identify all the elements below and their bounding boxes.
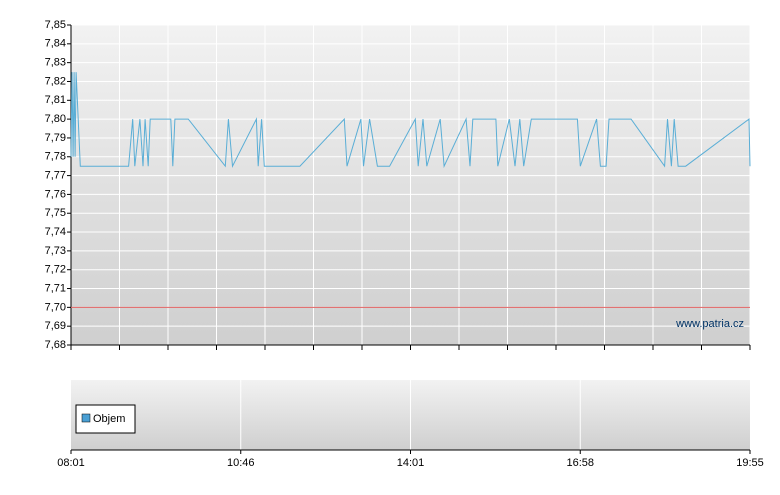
x-tick-label: 08:01: [57, 457, 85, 469]
y-tick-label: 7,70: [45, 301, 66, 313]
y-tick-label: 7,68: [45, 339, 66, 351]
y-tick-label: 7,78: [45, 151, 66, 163]
y-tick-label: 7,75: [45, 207, 66, 219]
x-tick-label: 14:01: [397, 457, 425, 469]
y-tick-label: 7,73: [45, 245, 66, 257]
x-tick-label: 10:46: [227, 457, 255, 469]
y-tick-label: 7,76: [45, 188, 66, 200]
y-tick-label: 7,69: [45, 320, 66, 332]
x-tick-label: 16:58: [566, 457, 594, 469]
price-line: [70, 72, 751, 169]
y-tick-label: 7,71: [45, 282, 66, 294]
y-tick-label: 7,81: [45, 94, 66, 106]
y-tick-label: 7,77: [45, 169, 66, 181]
y-tick-label: 7,80: [45, 113, 66, 125]
y-tick-label: 7,82: [45, 75, 66, 87]
y-tick-label: 7,74: [45, 226, 66, 238]
legend-swatch: [81, 413, 91, 423]
y-tick-label: 7,84: [45, 38, 66, 50]
y-tick-label: 7,85: [45, 19, 66, 31]
watermark: www.patria.cz: [675, 318, 744, 330]
legend-label: Objem: [93, 413, 125, 425]
y-tick-label: 7,79: [45, 132, 66, 144]
y-tick-label: 7,83: [45, 57, 66, 69]
x-tick-label: 19:55: [736, 457, 764, 469]
y-tick-label: 7,72: [45, 264, 66, 276]
